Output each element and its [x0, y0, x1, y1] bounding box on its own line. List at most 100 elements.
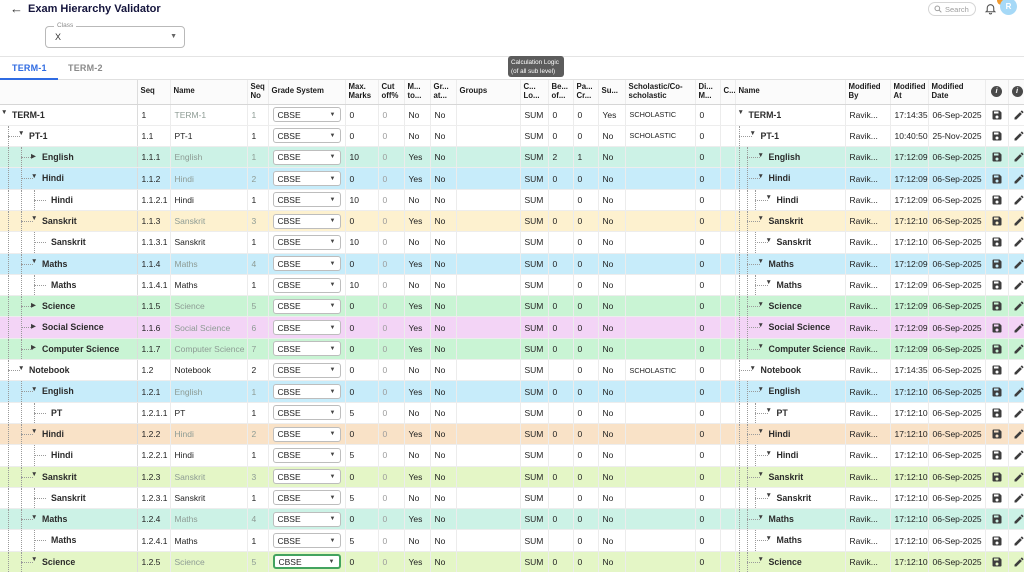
cell-name[interactable]: Maths	[170, 274, 248, 297]
cell-seq[interactable]: 1.1.6	[137, 316, 171, 339]
avatar[interactable]: R	[1000, 0, 1017, 15]
save-row-icon[interactable]	[991, 364, 1003, 376]
collapse-arrow-icon[interactable]: ▼	[757, 385, 764, 393]
cell-name[interactable]: Maths	[170, 508, 248, 531]
tree-node-label-right[interactable]: TERM-1	[748, 109, 782, 120]
expand-arrow-icon[interactable]: ▶	[31, 152, 36, 160]
cell-seq[interactable]: 1.2	[137, 359, 171, 382]
cell-max_marks[interactable]: 0	[345, 551, 379, 572]
cell-seq_no[interactable]: 2	[247, 423, 269, 446]
grade-system-select[interactable]: CBSE ▼	[272, 107, 341, 123]
cell-name[interactable]: TERM-1	[170, 104, 248, 126]
grade-system-select[interactable]: CBSE ▼	[272, 405, 341, 421]
tree-node-label-right[interactable]: Sanskrit	[776, 237, 812, 248]
grade-system-select[interactable]: CBSE ▼	[272, 384, 341, 399]
notification-bell-icon[interactable]	[984, 2, 997, 15]
tree-node-label-right[interactable]: English	[768, 152, 801, 163]
grade-system-select[interactable]: CBSE ▼	[272, 341, 341, 357]
save-row-icon[interactable]	[991, 513, 1003, 525]
tree-node-label[interactable]: Sanskrit	[42, 215, 77, 226]
cell-seq_no[interactable]: 4	[247, 508, 269, 531]
cell-max_marks[interactable]: 5	[345, 529, 379, 552]
collapse-arrow-icon[interactable]: ▼	[757, 215, 764, 223]
tree-node-label[interactable]: English	[42, 152, 74, 163]
cell-max_marks[interactable]: 0	[345, 338, 379, 361]
save-row-icon[interactable]	[991, 173, 1003, 185]
tree-node-label-right[interactable]: PT-1	[760, 130, 780, 141]
edit-row-icon[interactable]	[1013, 173, 1024, 185]
edit-row-icon[interactable]	[1013, 151, 1024, 163]
tree-node-label[interactable]: Sanskrit	[51, 492, 86, 503]
tree-node-label-right[interactable]: Science	[768, 556, 802, 567]
grade-system-select[interactable]: CBSE ▼	[272, 149, 341, 165]
grade-system-select[interactable]: CBSE ▼	[272, 469, 341, 485]
cell-seq_no[interactable]: 1	[247, 146, 269, 169]
cell-seq_no[interactable]: 6	[247, 316, 269, 339]
grade-system-select[interactable]: CBSE ▼	[272, 213, 341, 229]
cell-max_marks[interactable]: 5	[345, 487, 379, 510]
info-icon[interactable]: i	[991, 86, 1002, 98]
save-row-icon[interactable]	[991, 151, 1003, 163]
class-select[interactable]: Class X ▼	[45, 22, 185, 48]
cell-seq[interactable]: 1	[137, 104, 171, 126]
cell-max_marks[interactable]: 0	[345, 466, 379, 488]
cell-name[interactable]: Sanskrit	[170, 210, 248, 233]
cell-seq[interactable]: 1.1	[137, 125, 171, 148]
edit-row-icon[interactable]	[1013, 322, 1024, 334]
cell-max_marks[interactable]: 0	[345, 423, 379, 446]
collapse-arrow-icon[interactable]: ▼	[757, 172, 764, 180]
grade-system-select[interactable]: CBSE ▼	[272, 426, 341, 442]
collapse-arrow-icon[interactable]: ▼	[757, 556, 764, 564]
cell-seq[interactable]: 1.1.2.1	[137, 189, 171, 211]
cell-name[interactable]: Computer Science	[170, 338, 248, 361]
cell-max_marks[interactable]: 10	[345, 274, 379, 297]
tree-node-label[interactable]: Sanskrit	[51, 237, 86, 248]
cell-name[interactable]: Hindi	[170, 167, 248, 190]
cell-seq_no[interactable]: 1	[247, 444, 269, 467]
collapse-arrow-icon[interactable]: ▼	[31, 471, 38, 479]
grade-system-select[interactable]: CBSE ▼	[272, 490, 341, 506]
edit-row-icon[interactable]	[1013, 258, 1024, 270]
cell-seq[interactable]: 1.1.3	[137, 210, 171, 233]
tree-node-label[interactable]: Social Science	[42, 322, 104, 333]
tree-node-label[interactable]: Maths	[42, 514, 68, 525]
grade-system-select[interactable]: CBSE ▼	[272, 362, 341, 378]
cell-seq_no[interactable]: 5	[247, 551, 269, 572]
save-row-icon[interactable]	[991, 343, 1003, 355]
cell-name[interactable]: Hindi	[170, 189, 248, 211]
collapse-arrow-icon[interactable]: ▼	[757, 513, 764, 521]
cell-name[interactable]: Hindi	[170, 423, 248, 446]
grade-system-select[interactable]: CBSE ▼	[272, 511, 341, 527]
tree-node-label[interactable]: Maths	[51, 279, 77, 290]
cell-seq_no[interactable]: 1	[247, 231, 269, 254]
collapse-arrow-icon[interactable]: ▼	[31, 428, 38, 436]
collapse-arrow-icon[interactable]: ▼	[749, 364, 756, 372]
cell-max_marks[interactable]: 0	[345, 316, 379, 339]
cell-seq[interactable]: 1.1.2	[137, 167, 171, 190]
tree-node-label-right[interactable]: Hindi	[776, 450, 799, 461]
save-row-icon[interactable]	[991, 258, 1003, 270]
edit-row-icon[interactable]	[1013, 364, 1024, 376]
cell-seq_no[interactable]: 1	[247, 274, 269, 297]
tree-node-label[interactable]: Hindi	[42, 428, 64, 439]
cell-max_marks[interactable]: 10	[345, 189, 379, 211]
cell-name[interactable]: Notebook	[170, 359, 248, 382]
cell-seq_no[interactable]: 3	[247, 210, 269, 233]
cell-seq[interactable]: 1.2.2	[137, 423, 171, 446]
tree-node-label-right[interactable]: PT	[776, 407, 788, 418]
tree-node-label-right[interactable]: Maths	[768, 258, 794, 269]
save-row-icon[interactable]	[991, 471, 1003, 483]
edit-row-icon[interactable]	[1013, 300, 1024, 312]
collapse-arrow-icon[interactable]: ▼	[31, 556, 38, 564]
cell-seq[interactable]: 1.1.3.1	[137, 231, 171, 254]
cell-seq_no[interactable]: 1	[247, 125, 269, 148]
collapse-arrow-icon[interactable]: ▼	[757, 471, 764, 479]
edit-row-icon[interactable]	[1013, 535, 1024, 547]
edit-row-icon[interactable]	[1013, 492, 1024, 504]
cell-name[interactable]: English	[170, 146, 248, 169]
collapse-arrow-icon[interactable]: ▼	[765, 534, 772, 542]
collapse-arrow-icon[interactable]: ▼	[765, 407, 772, 415]
cell-seq_no[interactable]: 5	[247, 295, 269, 318]
cell-seq[interactable]: 1.1.4	[137, 253, 171, 275]
collapse-arrow-icon[interactable]: ▼	[765, 279, 772, 287]
